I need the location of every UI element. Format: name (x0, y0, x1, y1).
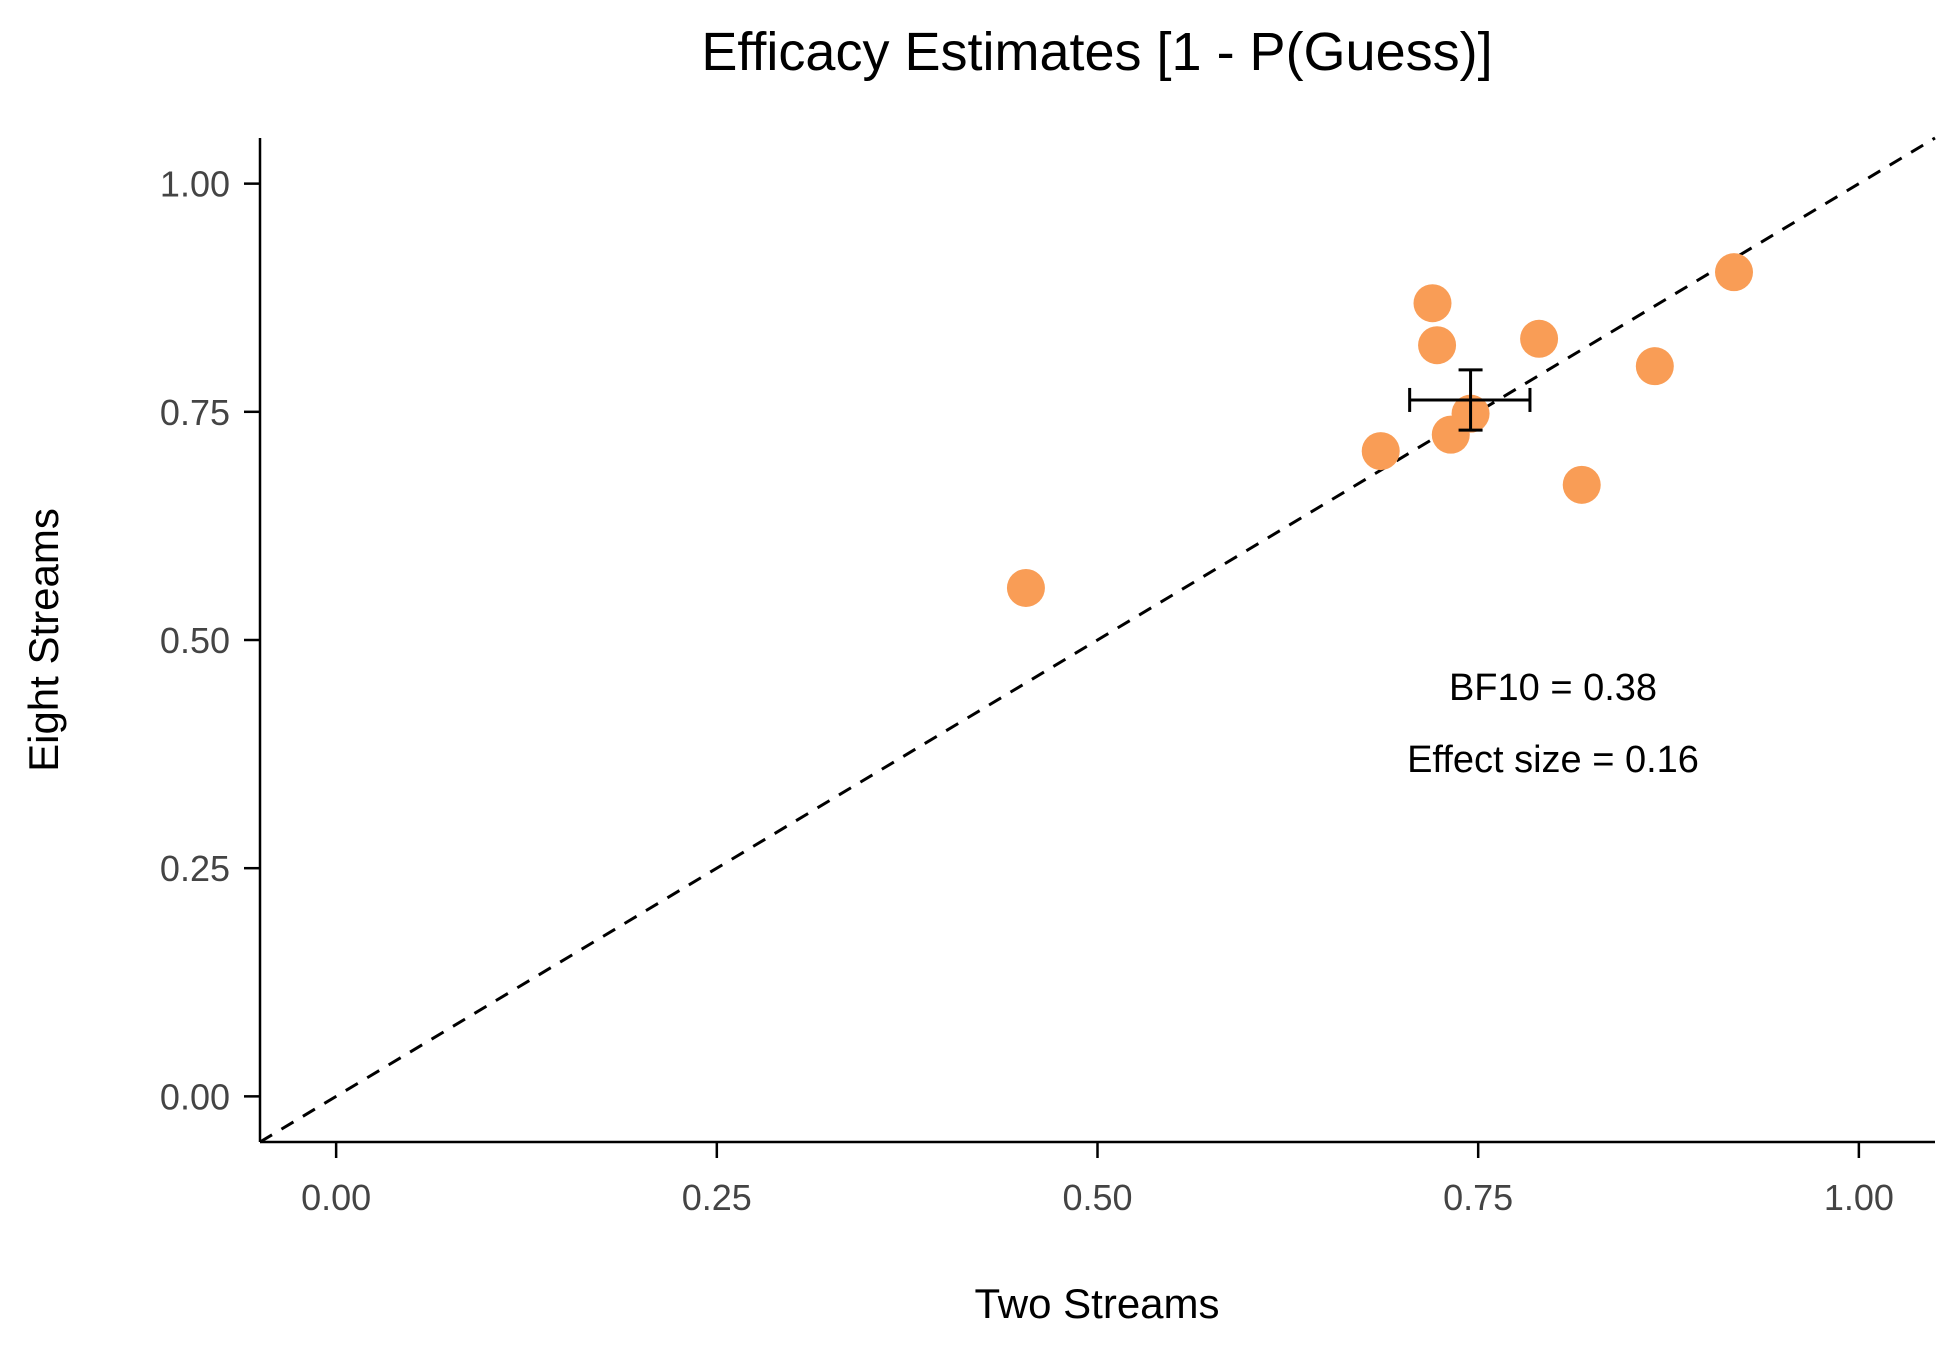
data-point (1562, 465, 1601, 504)
x-tick-label: 1.00 (1824, 1177, 1894, 1218)
x-tick-label: 0.75 (1443, 1177, 1513, 1218)
data-point (1635, 347, 1674, 386)
data-point (1413, 284, 1452, 323)
identity-reference-line (259, 136, 1936, 1144)
data-point (1418, 326, 1457, 365)
data-point (1715, 253, 1753, 292)
x-tick-label: 0.00 (301, 1177, 371, 1218)
effect-size-label: Effect size = 0.16 (1407, 739, 1699, 781)
plot-area (259, 136, 1936, 1144)
x-axis-label: Two Streams (974, 1280, 1219, 1327)
data-point (1006, 568, 1045, 607)
y-tick-label: 0.25 (160, 848, 230, 889)
y-axis-label: Eight Streams (20, 508, 67, 772)
y-tick-label: 1.00 (160, 164, 230, 205)
chart-title: Efficacy Estimates [1 - P(Guess)] (701, 22, 1492, 82)
data-points (1006, 253, 1753, 607)
y-axis-ticks: 0.00 0.25 0.50 0.75 1.00 (160, 164, 260, 1117)
data-point (1361, 432, 1400, 471)
bayes-factor-label: BF10 = 0.38 (1449, 667, 1657, 709)
y-tick-label: 0.75 (160, 392, 230, 433)
y-tick-label: 0.00 (160, 1076, 230, 1117)
x-tick-label: 0.25 (682, 1177, 752, 1218)
x-axis-ticks: 0.00 0.25 0.50 0.75 1.00 (301, 1142, 1894, 1218)
y-tick-label: 0.50 (160, 620, 230, 661)
x-tick-label: 0.50 (1062, 1177, 1132, 1218)
data-point (1520, 319, 1559, 358)
mean-error-bars (1408, 368, 1532, 432)
